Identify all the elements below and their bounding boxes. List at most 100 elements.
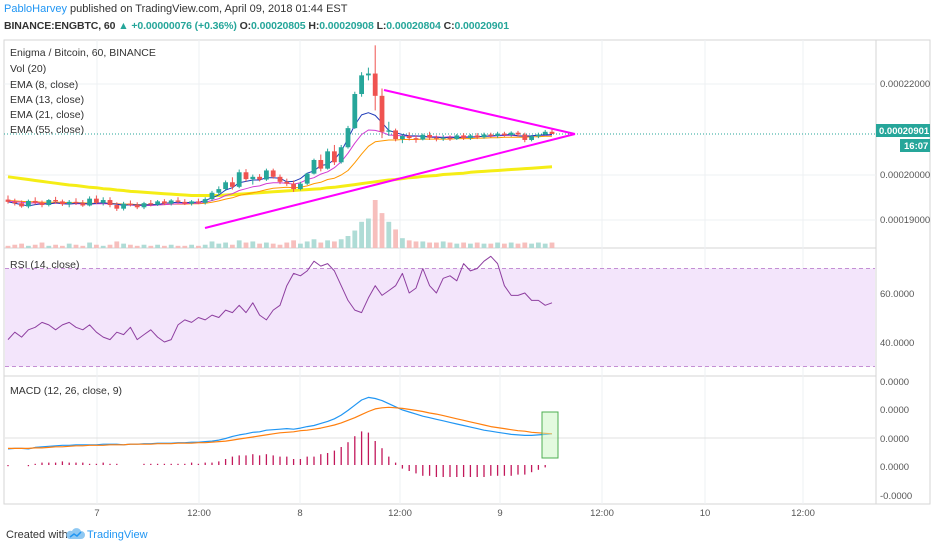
volume-bar — [461, 242, 466, 248]
volume-bar — [508, 242, 514, 248]
candle-body — [94, 198, 99, 203]
volume-bar — [515, 243, 521, 248]
volume-bar — [223, 242, 228, 248]
chart-area[interactable]: Enigma / Bitcoin, 60, BINANCE Vol (20) E… — [0, 36, 932, 522]
volume-bar — [352, 230, 358, 248]
volume-bar — [522, 242, 528, 248]
candle-body — [257, 176, 262, 180]
volume-bar — [338, 239, 344, 248]
volume-bar — [80, 245, 86, 248]
volume-bar — [196, 245, 201, 248]
candle-body — [434, 137, 439, 139]
candle-body — [284, 181, 290, 184]
candle-body — [481, 134, 487, 138]
volume-bar — [549, 242, 555, 248]
volume-bar — [189, 244, 194, 248]
volume-bar — [26, 245, 31, 248]
candle-body — [250, 176, 256, 180]
volume-bar — [134, 245, 140, 248]
volume-bar — [114, 241, 120, 248]
volume-bar — [182, 245, 188, 248]
volume-bar — [121, 243, 126, 248]
volume-bar — [60, 245, 65, 248]
volume-bar — [236, 240, 242, 248]
candle-body — [277, 176, 283, 182]
candle-body — [270, 170, 276, 177]
candle-body — [53, 200, 58, 202]
upper-trendline — [383, 89, 576, 135]
candle-body — [366, 73, 371, 76]
author-link[interactable]: PabloHarvey — [4, 3, 67, 15]
volume-bar — [12, 244, 18, 248]
candle-body — [26, 200, 31, 207]
volume-bar — [230, 244, 235, 248]
volume-bar — [447, 242, 453, 248]
candle-body — [386, 130, 392, 132]
volume-bar — [87, 242, 92, 248]
volume-bar — [304, 241, 310, 248]
candle-body — [46, 200, 52, 206]
volume-bar — [529, 243, 534, 248]
legend-ema8: EMA (8, close) — [10, 79, 78, 91]
candle-body — [73, 201, 79, 204]
volume-bar — [270, 243, 276, 248]
volume-bar — [332, 241, 337, 248]
legend-macd: MACD (12, 26, close, 9) — [10, 385, 122, 397]
candle-body — [345, 128, 351, 148]
time-tick-7: 10 — [700, 508, 711, 519]
macd-tick-5: -0.0000 — [880, 491, 912, 502]
last-price-label: 0.00020901 — [879, 126, 930, 137]
open-value: 0.00020805 — [251, 20, 306, 32]
volume-bar — [325, 240, 330, 248]
volume-bar — [434, 242, 439, 248]
rsi-tick-1: 60.0000 — [880, 289, 914, 300]
price-tick-2: 0.00020000 — [880, 170, 930, 181]
volume-bar — [291, 240, 296, 248]
low-label: L: — [376, 20, 387, 32]
candle-body — [128, 203, 133, 206]
volume-bar — [19, 243, 24, 248]
ema55-line — [7, 165, 553, 197]
candle-body — [447, 137, 453, 140]
volume-bar — [311, 239, 317, 248]
candle-body — [372, 73, 378, 96]
published-text: published on TradingView.com, April 09, … — [70, 3, 348, 15]
volume-bars — [5, 200, 555, 248]
volume-bar — [46, 245, 52, 248]
change-value: ▲ +0.00000076 (+0.36%) — [118, 20, 237, 32]
volume-bar — [406, 240, 412, 248]
tradingview-link[interactable]: TradingView — [87, 529, 148, 541]
price-axis[interactable] — [875, 39, 931, 505]
volume-bar — [413, 241, 419, 248]
candle-body — [413, 138, 419, 140]
candle-body — [522, 134, 528, 140]
last-price-marker — [876, 124, 930, 137]
macd-line — [7, 396, 553, 450]
candle-body — [549, 131, 555, 135]
candle-body — [461, 135, 466, 139]
candle-body — [5, 199, 11, 202]
candle-body — [502, 133, 507, 135]
volume-bar — [488, 243, 494, 248]
volume-bar — [32, 244, 38, 248]
candle-body — [400, 135, 405, 140]
candle-body — [66, 201, 72, 205]
volume-bar — [277, 244, 283, 248]
candle-body — [60, 201, 65, 205]
candle-body — [468, 135, 473, 139]
price-tick-3: 0.00019000 — [880, 215, 930, 226]
candle-body — [359, 75, 364, 95]
candle-body — [508, 132, 514, 135]
volume-bar — [148, 245, 154, 248]
candle-body — [236, 172, 242, 187]
candle-body — [223, 182, 228, 190]
volume-bar — [155, 244, 160, 248]
volume-bar — [202, 244, 208, 248]
volume-bar — [39, 242, 45, 248]
candle-body — [529, 136, 534, 140]
candle-body — [148, 203, 154, 205]
volume-bar — [502, 243, 507, 248]
volume-bar — [386, 221, 392, 248]
price-tick-1: 0.00022000 — [880, 79, 930, 90]
open-label: O: — [239, 20, 252, 32]
